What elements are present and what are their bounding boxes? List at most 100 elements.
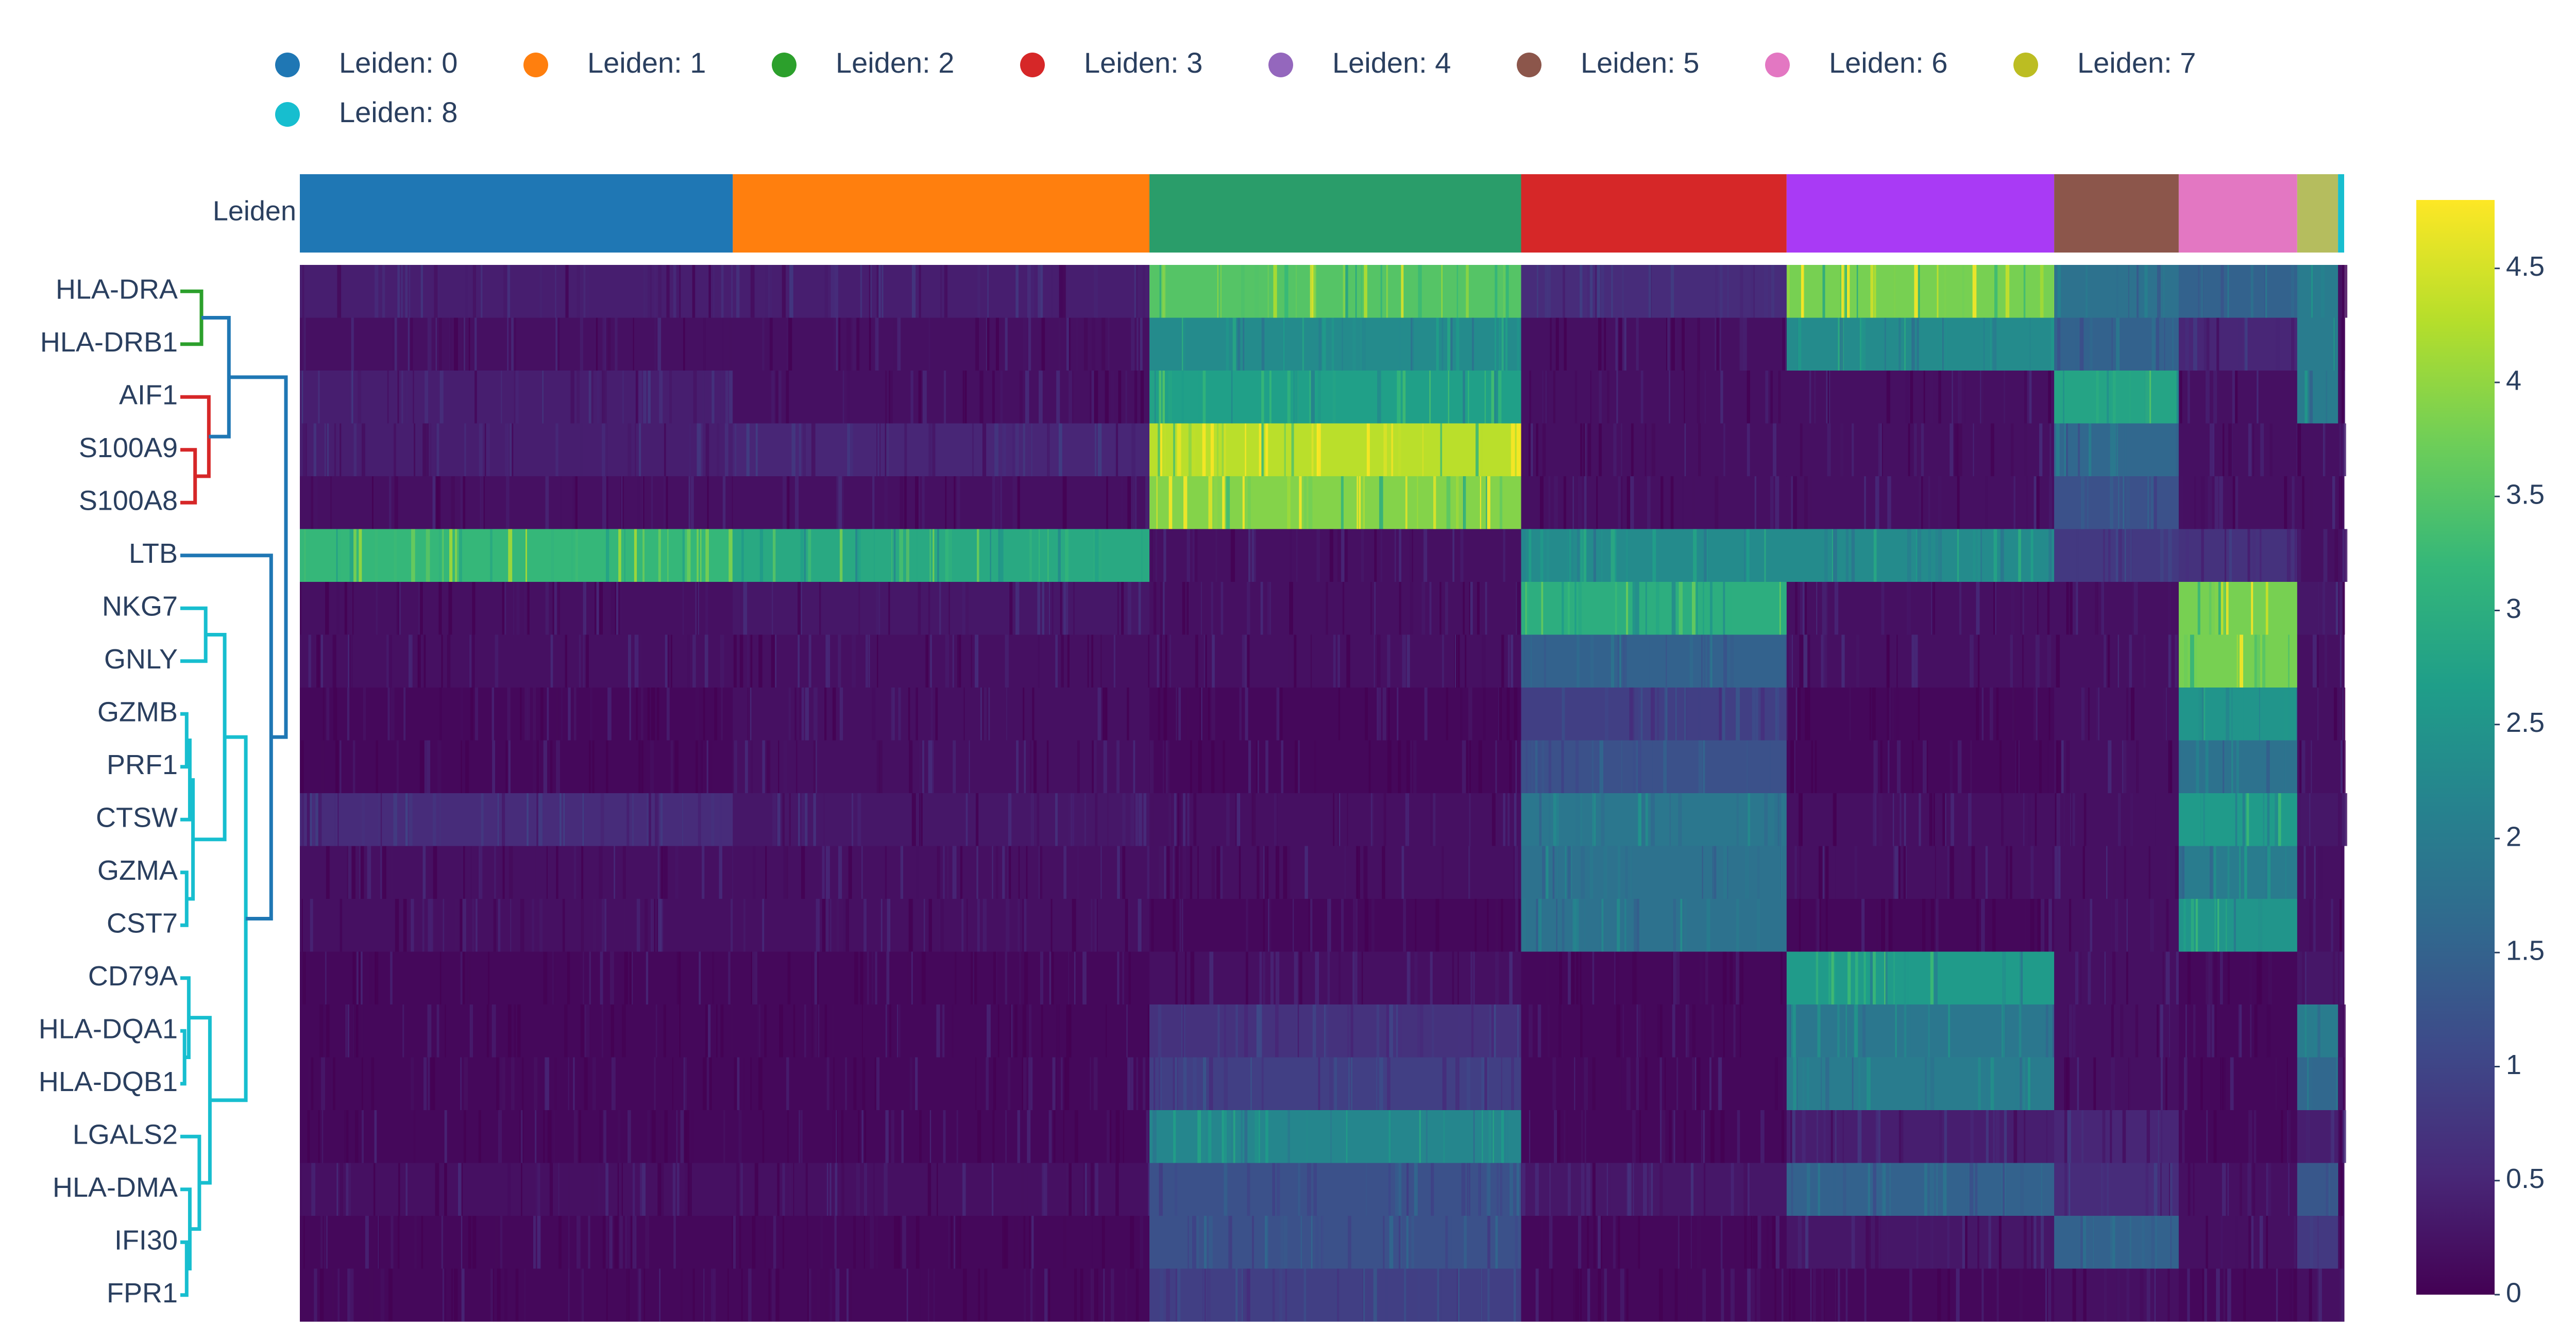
- heatmap-stripe: [2206, 371, 2210, 424]
- heatmap-stripe: [580, 423, 583, 476]
- heatmap-stripe: [978, 1268, 980, 1321]
- heatmap-cell-NKG7-4: [1786, 582, 2055, 635]
- legend-marker-0[interactable]: [275, 53, 300, 77]
- heatmap-stripe: [507, 1163, 511, 1216]
- heatmap-stripe: [300, 582, 301, 635]
- heatmap-stripe: [2048, 1268, 2052, 1321]
- heatmap-stripe: [1673, 899, 1676, 952]
- heatmap-stripe: [1168, 476, 1173, 529]
- heatmap-stripe: [838, 317, 841, 371]
- heatmap-stripe: [937, 1163, 938, 1216]
- heatmap-stripe: [1868, 1163, 1870, 1216]
- legend-marker-1[interactable]: [523, 53, 548, 77]
- heatmap-stripe: [728, 317, 733, 371]
- heatmap-stripe: [1442, 317, 1444, 371]
- gene-label-hla-drb1: HLA-DRB1: [40, 327, 178, 358]
- heatmap-stripe: [1960, 846, 1965, 899]
- heatmap-stripe: [2023, 1216, 2027, 1269]
- heatmap-stripe: [2035, 634, 2040, 688]
- heatmap-stripe: [1514, 688, 1518, 741]
- heatmap-stripe: [2340, 634, 2342, 688]
- legend-label-7[interactable]: Leiden: 7: [2077, 46, 2196, 79]
- legend-marker-4[interactable]: [1268, 53, 1293, 77]
- legend-marker-7[interactable]: [2013, 53, 2038, 77]
- heatmap-stripe: [2048, 371, 2051, 424]
- heatmap-stripe: [822, 846, 825, 899]
- legend-label-3[interactable]: Leiden: 3: [1084, 46, 1202, 79]
- heatmap-stripe: [1951, 793, 1953, 846]
- heatmap-stripe: [2303, 846, 2306, 899]
- heatmap-stripe: [2314, 846, 2316, 899]
- heatmap-cell-AIF1-1: [733, 371, 1150, 424]
- heatmap-stripe: [1261, 1057, 1264, 1110]
- heatmap-stripe: [1892, 793, 1894, 846]
- heatmap-stripe: [952, 634, 954, 688]
- heatmap-stripe: [411, 529, 415, 582]
- heatmap-stripe: [829, 1163, 832, 1216]
- heatmap-stripe: [1586, 1163, 1590, 1216]
- heatmap-stripe: [1063, 265, 1066, 318]
- heatmap-stripe: [1794, 846, 1797, 899]
- heatmap-stripe: [666, 688, 670, 741]
- heatmap-stripe: [571, 529, 573, 582]
- heatmap-stripe: [2336, 1057, 2338, 1110]
- heatmap-stripe: [1138, 793, 1142, 846]
- legend-label-8[interactable]: Leiden: 8: [339, 96, 457, 128]
- heatmap-stripe: [872, 476, 875, 529]
- heatmap-stripe: [1291, 423, 1294, 476]
- heatmap-stripe: [1030, 793, 1035, 846]
- heatmap-stripe: [1073, 582, 1075, 635]
- heatmap-stripe: [2338, 1163, 2343, 1216]
- heatmap-stripe: [2151, 317, 2156, 371]
- legend-marker-5[interactable]: [1517, 53, 1541, 77]
- heatmap-stripe: [877, 423, 880, 476]
- heatmap-stripe: [1181, 371, 1184, 424]
- heatmap-stripe: [1841, 634, 1845, 688]
- heatmap-stripe: [643, 371, 647, 424]
- heatmap-stripe: [936, 1004, 940, 1058]
- heatmap-stripe: [1506, 688, 1510, 741]
- heatmap-stripe: [789, 265, 793, 318]
- heatmap-stripe: [472, 582, 476, 635]
- heatmap-stripe: [2326, 371, 2328, 424]
- legend-label-1[interactable]: Leiden: 1: [587, 46, 706, 79]
- legend-label-2[interactable]: Leiden: 2: [836, 46, 954, 79]
- legend-marker-8[interactable]: [275, 102, 300, 127]
- heatmap-stripe: [1583, 1057, 1588, 1110]
- legend-label-4[interactable]: Leiden: 4: [1332, 46, 1451, 79]
- heatmap-stripe: [791, 423, 796, 476]
- heatmap-cell-NKG7-1: [733, 582, 1150, 635]
- heatmap-stripe: [1131, 317, 1135, 371]
- legend-marker-3[interactable]: [1020, 53, 1045, 77]
- heatmap-stripe: [690, 476, 694, 529]
- heatmap-stripe: [1746, 740, 1749, 793]
- heatmap-stripe: [2193, 317, 2197, 371]
- legend-marker-2[interactable]: [772, 53, 796, 77]
- heatmap-stripe: [527, 582, 530, 635]
- heatmap-stripe: [910, 371, 913, 424]
- heatmap-stripe: [1551, 1268, 1554, 1321]
- legend-marker-6[interactable]: [1765, 53, 1790, 77]
- heatmap-stripe: [1458, 634, 1460, 688]
- heatmap-stripe: [1854, 1004, 1858, 1058]
- legend-label-5[interactable]: Leiden: 5: [1581, 46, 1699, 79]
- legend-label-0[interactable]: Leiden: 0: [339, 46, 457, 79]
- heatmap-stripe: [635, 371, 638, 424]
- heatmap-stripe: [1242, 476, 1245, 529]
- heatmap-stripe: [375, 951, 379, 1004]
- heatmap-stripe: [1852, 423, 1854, 476]
- heatmap-stripe: [1754, 476, 1757, 529]
- heatmap-stripe: [741, 1268, 743, 1321]
- heatmap-stripe: [618, 582, 620, 635]
- heatmap-stripe: [628, 1110, 631, 1163]
- heatmap-stripe: [433, 846, 437, 899]
- heatmap-stripe: [2201, 529, 2204, 582]
- colorbar-tick-label-0: 0: [2506, 1277, 2521, 1308]
- legend-label-6[interactable]: Leiden: 6: [1829, 46, 1947, 79]
- heatmap-stripe: [1304, 846, 1308, 899]
- heatmap-cell-HLA-DRA-2: [1149, 265, 1521, 318]
- heatmap-stripe: [311, 1163, 316, 1216]
- heatmap-stripe: [622, 846, 626, 899]
- heatmap-stripe: [2266, 1216, 2268, 1269]
- heatmap-cells: [300, 265, 2348, 1322]
